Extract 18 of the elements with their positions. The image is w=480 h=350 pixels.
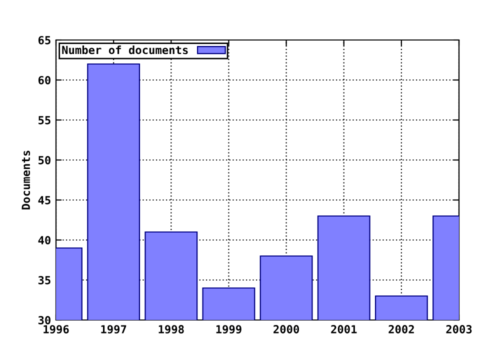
x-tick-label: 2000 bbox=[274, 325, 299, 334]
x-tick-label: 1998 bbox=[158, 325, 184, 334]
x-tick-label: 1999 bbox=[216, 325, 242, 334]
y-tick-label: 45 bbox=[38, 196, 50, 204]
y-tick-label: 40 bbox=[38, 236, 50, 244]
x-tick-label: 2003 bbox=[446, 325, 472, 334]
x-tick-label: 1997 bbox=[101, 325, 126, 334]
legend-label: Number of documents bbox=[62, 46, 188, 54]
y-tick-label: 30 bbox=[38, 316, 50, 324]
y-axis-title: Documents bbox=[22, 150, 30, 210]
y-tick-label: 65 bbox=[38, 36, 50, 44]
y-tick-label: 50 bbox=[38, 156, 50, 164]
y-tick-label: 35 bbox=[38, 276, 50, 284]
x-tick-label: 2002 bbox=[388, 325, 414, 334]
y-tick-label: 60 bbox=[38, 76, 50, 84]
y-tick-label: 55 bbox=[38, 116, 50, 124]
x-tick-label: 1996 bbox=[44, 325, 69, 334]
x-tick-label: 2001 bbox=[331, 325, 357, 334]
